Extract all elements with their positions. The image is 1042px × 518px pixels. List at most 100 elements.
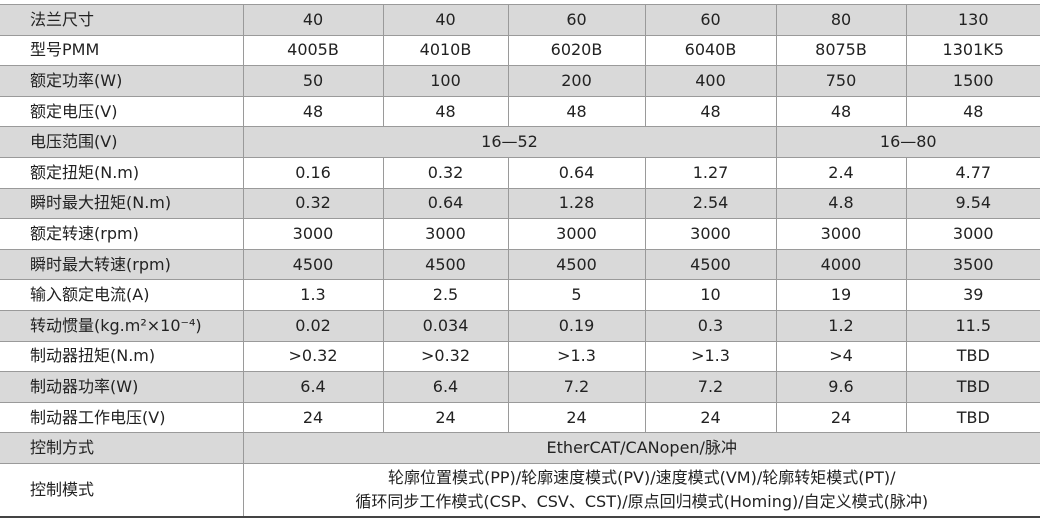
- cell: 39: [905, 279, 1040, 311]
- row-label: 额定转速(rpm): [0, 218, 244, 250]
- cell: TBD: [905, 371, 1040, 403]
- row-label: 法兰尺寸: [0, 4, 244, 36]
- table-row: 额定扭矩(N.m) 0.16 0.32 0.64 1.27 2.4 4.77: [0, 156, 1040, 189]
- cell: 0.32: [242, 187, 384, 220]
- cell: 48: [775, 95, 907, 128]
- cell: 2.54: [644, 187, 777, 220]
- cell: TBD: [905, 401, 1040, 434]
- cell: 48: [905, 95, 1040, 128]
- cell: 24: [382, 401, 509, 434]
- cell: TBD: [905, 340, 1040, 373]
- table-row: 额定电压(V) 48 48 48 48 48 48: [0, 95, 1040, 128]
- table-row: 型号PMM 4005B 4010B 6020B 6040B 8075B 1301K5: [0, 34, 1040, 67]
- cell: 3000: [644, 218, 777, 250]
- cell: 16—80: [775, 126, 1040, 158]
- cell: 轮廓位置模式(PP)/轮廓速度模式(PV)/速度模式(VM)/轮廓转矩模式(PT…: [242, 462, 1040, 518]
- cell: 1.3: [242, 279, 384, 311]
- cell: 8075B: [775, 34, 907, 67]
- row-label: 额定功率(W): [0, 65, 244, 97]
- row-label: 瞬时最大扭矩(N.m): [0, 187, 244, 220]
- row-label: 制动器功率(W): [0, 371, 244, 403]
- cell: 1500: [905, 65, 1040, 97]
- cell: 4500: [507, 248, 646, 281]
- cell: 24: [507, 401, 646, 434]
- cell: 4.8: [775, 187, 907, 220]
- cell: 750: [775, 65, 907, 97]
- cell: 400: [644, 65, 777, 97]
- cell: 24: [644, 401, 777, 434]
- row-label: 额定扭矩(N.m): [0, 156, 244, 189]
- cell: 3000: [242, 218, 384, 250]
- cell: 7.2: [507, 371, 646, 403]
- row-label: 制动器工作电压(V): [0, 401, 244, 434]
- cell: 10: [644, 279, 777, 311]
- cell: 100: [382, 65, 509, 97]
- cell: 16—52: [242, 126, 777, 158]
- cell: 6.4: [242, 371, 384, 403]
- cell: >0.32: [382, 340, 509, 373]
- cell: 6020B: [507, 34, 646, 67]
- cell: 4010B: [382, 34, 509, 67]
- table-row: 法兰尺寸 40 40 60 60 80 130: [0, 4, 1040, 36]
- row-label: 制动器扭矩(N.m): [0, 340, 244, 373]
- cell: 0.64: [507, 156, 646, 189]
- cell: 60: [644, 4, 777, 36]
- cell: 0.16: [242, 156, 384, 189]
- row-label: 额定电压(V): [0, 95, 244, 128]
- cell: 48: [507, 95, 646, 128]
- row-label: 型号PMM: [0, 34, 244, 67]
- cell: 1.28: [507, 187, 646, 220]
- cell: 7.2: [644, 371, 777, 403]
- cell: 1.2: [775, 309, 907, 342]
- cell: 3000: [775, 218, 907, 250]
- row-label: 转动惯量(kg.m²×10⁻⁴): [0, 309, 244, 342]
- cell: 9.54: [905, 187, 1040, 220]
- row-label: 控制模式: [0, 462, 244, 518]
- row-label: 输入额定电流(A): [0, 279, 244, 311]
- cell: 3000: [382, 218, 509, 250]
- cell: >4: [775, 340, 907, 373]
- table-row: 电压范围(V) 16—52 16—80: [0, 126, 1040, 158]
- row-label: 控制方式: [0, 432, 244, 464]
- cell: 2.4: [775, 156, 907, 189]
- row-label: 瞬时最大转速(rpm): [0, 248, 244, 281]
- table-body: 法兰尺寸 40 40 60 60 80 130 型号PMM 4005B 4010B 6020B 604…: [0, 4, 1040, 518]
- cell: 40: [382, 4, 509, 36]
- cell: 200: [507, 65, 646, 97]
- cell: 4000: [775, 248, 907, 281]
- cell: 4500: [644, 248, 777, 281]
- table-row: 额定转速(rpm) 3000 3000 3000 3000 3000 3000: [0, 218, 1040, 250]
- cell: 0.3: [644, 309, 777, 342]
- cell: 0.64: [382, 187, 509, 220]
- row-label: 电压范围(V): [0, 126, 244, 158]
- cell: 0.32: [382, 156, 509, 189]
- table-row: 制动器扭矩(N.m) >0.32 >0.32 >1.3 >1.3 >4 TBD: [0, 340, 1040, 373]
- cell: >1.3: [507, 340, 646, 373]
- spec-table: 法兰尺寸 40 40 60 60 80 130 型号PMM 4005B 4010B 6020B 604…: [0, 4, 1040, 518]
- table-row: 制动器工作电压(V) 24 24 24 24 24 TBD: [0, 401, 1040, 434]
- cell: 4005B: [242, 34, 384, 67]
- table-row: 额定功率(W) 50 100 200 400 750 1500: [0, 65, 1040, 97]
- cell: 6040B: [644, 34, 777, 67]
- cell: 0.02: [242, 309, 384, 342]
- cell: 4.77: [905, 156, 1040, 189]
- cell: 0.19: [507, 309, 646, 342]
- cell: 0.034: [382, 309, 509, 342]
- table-row: 控制模式 轮廓位置模式(PP)/轮廓速度模式(PV)/速度模式(VM)/轮廓转矩模…: [0, 462, 1040, 518]
- table-row: 瞬时最大转速(rpm) 4500 4500 4500 4500 4000 3500: [0, 248, 1040, 281]
- cell: 6.4: [382, 371, 509, 403]
- cell: 48: [644, 95, 777, 128]
- table-row: 制动器功率(W) 6.4 6.4 7.2 7.2 9.6 TBD: [0, 371, 1040, 403]
- cell: 9.6: [775, 371, 907, 403]
- cell: 40: [242, 4, 384, 36]
- cell: 4500: [242, 248, 384, 281]
- cell: 24: [775, 401, 907, 434]
- cell: 19: [775, 279, 907, 311]
- table-row: 控制方式 EtherCAT/CANopen/脉冲: [0, 432, 1040, 464]
- cell: 1.27: [644, 156, 777, 189]
- cell: 11.5: [905, 309, 1040, 342]
- cell: 3000: [905, 218, 1040, 250]
- cell: >0.32: [242, 340, 384, 373]
- cell: 4500: [382, 248, 509, 281]
